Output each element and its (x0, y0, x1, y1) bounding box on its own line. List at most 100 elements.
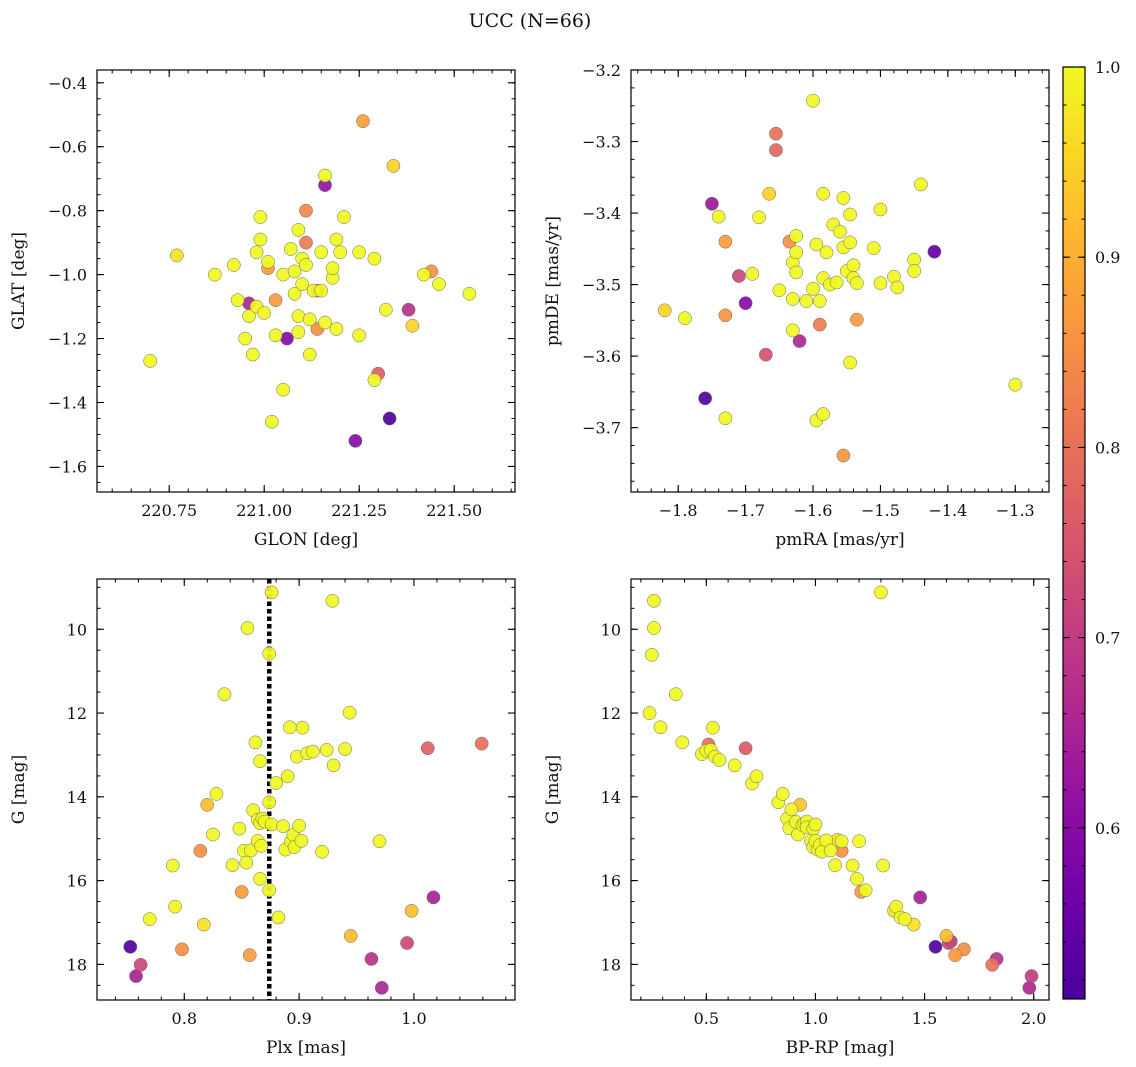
data-point (276, 819, 290, 834)
y-tick-label: −3.3 (582, 133, 621, 152)
data-point (169, 248, 184, 263)
x-tick-label: −1.8 (659, 501, 698, 520)
data-point (873, 202, 888, 217)
data-point (232, 821, 247, 836)
data-point (295, 277, 310, 292)
data-point (732, 269, 746, 283)
data-point (264, 585, 279, 600)
data-point (200, 797, 215, 812)
x-tick-label: 0.9 (286, 1009, 311, 1028)
x-tick-label: −1.7 (726, 501, 765, 520)
data-point (876, 858, 890, 873)
points (123, 579, 489, 1000)
data-point (647, 621, 661, 635)
y-tick-label: 12 (67, 704, 87, 723)
data-point (789, 245, 804, 260)
data-point (352, 328, 367, 343)
data-point (812, 294, 827, 308)
data-point (299, 235, 313, 250)
data-point (348, 433, 363, 448)
data-point (253, 232, 268, 247)
data-point (405, 318, 420, 333)
data-point (299, 258, 313, 272)
axes-frame (630, 578, 1050, 1001)
data-point (706, 720, 720, 735)
data-point (248, 735, 263, 750)
data-point (712, 753, 727, 767)
points (642, 585, 1039, 995)
data-point (828, 858, 842, 872)
colorbar-tick-label: 0.7 (1095, 629, 1120, 648)
data-point (401, 302, 416, 317)
data-point (914, 177, 928, 192)
data-point (769, 126, 783, 141)
data-point (342, 705, 357, 720)
scatter-panel-1: 220.75 221.00 221.25 221.50 −1.6 −1.4 −1.2 −1.0… (9, 69, 516, 550)
x-tick-label: 1.5 (912, 1009, 937, 1028)
data-point (318, 315, 332, 330)
data-point (913, 890, 928, 905)
points (657, 93, 1023, 463)
data-point (806, 282, 820, 296)
data-point (276, 267, 291, 282)
data-point (264, 414, 279, 429)
data-point (812, 317, 827, 332)
y-axis-label: GLAT [deg] (9, 232, 29, 330)
data-point (928, 939, 943, 954)
data-point (239, 855, 254, 870)
data-point (206, 827, 220, 842)
data-point (291, 325, 306, 340)
axes-frame (96, 578, 516, 1001)
data-point (939, 929, 954, 943)
data-point (985, 957, 1000, 972)
y-tick-label: 10 (601, 620, 621, 639)
data-point (416, 267, 431, 282)
data-point (261, 254, 275, 269)
data-point (249, 245, 264, 260)
data-point (657, 303, 672, 318)
y-axis-label: G [mag] (543, 755, 563, 824)
data-point (302, 347, 317, 362)
data-point (133, 957, 148, 972)
data-point (295, 720, 310, 735)
data-point (836, 191, 851, 205)
data-point (758, 347, 773, 362)
data-point (836, 448, 851, 463)
colorbar-tick-label: 0.9 (1095, 248, 1120, 267)
data-point (843, 235, 857, 250)
data-point (175, 942, 189, 957)
y-tick-label: 14 (67, 788, 87, 807)
y-tick-label: 16 (601, 872, 621, 891)
x-tick-label: 220.75 (141, 501, 197, 520)
data-point (727, 758, 742, 773)
data-point (253, 754, 267, 769)
data-point (738, 741, 753, 756)
data-point (364, 952, 379, 966)
data-point (642, 706, 657, 720)
scatter-panel-4: 0.5 1.0 1.5 2.0 10 12 14 16 18 BP-RP [mag] G [mag] (543, 578, 1050, 1058)
data-point (711, 209, 726, 224)
data-point (280, 331, 294, 346)
data-point (319, 743, 334, 757)
y-tick-label: 18 (67, 955, 87, 974)
y-tick-label: −1.4 (48, 393, 87, 412)
data-point (299, 203, 313, 218)
data-point (257, 306, 272, 320)
data-point (858, 883, 873, 898)
data-point (850, 276, 864, 290)
data-point (898, 912, 912, 927)
data-point (752, 210, 766, 225)
y-tick-label: −3.4 (582, 204, 621, 223)
colorbar-gradient (1063, 67, 1085, 999)
x-tick-label: 1.0 (803, 1009, 828, 1028)
data-point (852, 834, 866, 849)
data-point (382, 411, 397, 426)
y-tick-label: 10 (67, 620, 87, 639)
y-axis-label: pmDE [mas/yr] (543, 216, 563, 346)
data-point (833, 224, 847, 239)
data-point (287, 286, 302, 301)
x-tick-label: 2.0 (1021, 1009, 1046, 1028)
data-point (873, 276, 888, 290)
data-point (226, 258, 241, 272)
data-point (653, 720, 668, 735)
